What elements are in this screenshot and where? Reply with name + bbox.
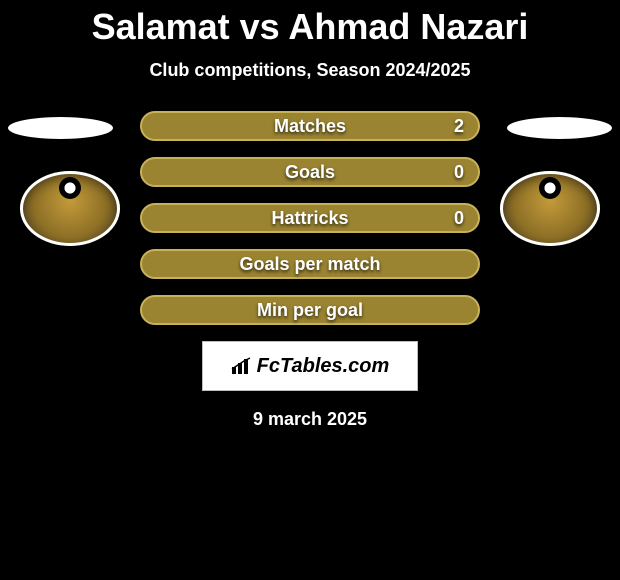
stat-label: Goals (285, 162, 335, 183)
comparison-stage: Matches 2 Goals 0 Hattricks 0 Goals per … (0, 111, 620, 430)
stat-bar: Goals 0 (140, 157, 480, 187)
stat-bar: Matches 2 (140, 111, 480, 141)
stat-label: Goals per match (239, 254, 380, 275)
club-crest-left (20, 171, 120, 246)
stat-value: 2 (454, 116, 464, 137)
stat-bars: Matches 2 Goals 0 Hattricks 0 Goals per … (140, 111, 480, 325)
stat-bar: Min per goal (140, 295, 480, 325)
player-placeholder-right (507, 117, 612, 139)
stat-value: 0 (454, 208, 464, 229)
brand-label: FcTables.com (257, 355, 390, 378)
brand-box: FcTables.com (202, 341, 418, 391)
club-crest-right (500, 171, 600, 246)
page-title: Salamat vs Ahmad Nazari (0, 0, 620, 48)
stat-bar: Goals per match (140, 249, 480, 279)
stat-label: Min per goal (257, 300, 363, 321)
stat-label: Hattricks (271, 208, 348, 229)
brand-text: FcTables.com (231, 355, 390, 378)
bars-icon (231, 357, 253, 375)
stat-bar: Hattricks 0 (140, 203, 480, 233)
player-placeholder-left (8, 117, 113, 139)
stat-label: Matches (274, 116, 346, 137)
stat-value: 0 (454, 162, 464, 183)
date-line: 9 march 2025 (0, 409, 620, 430)
subtitle: Club competitions, Season 2024/2025 (0, 60, 620, 81)
